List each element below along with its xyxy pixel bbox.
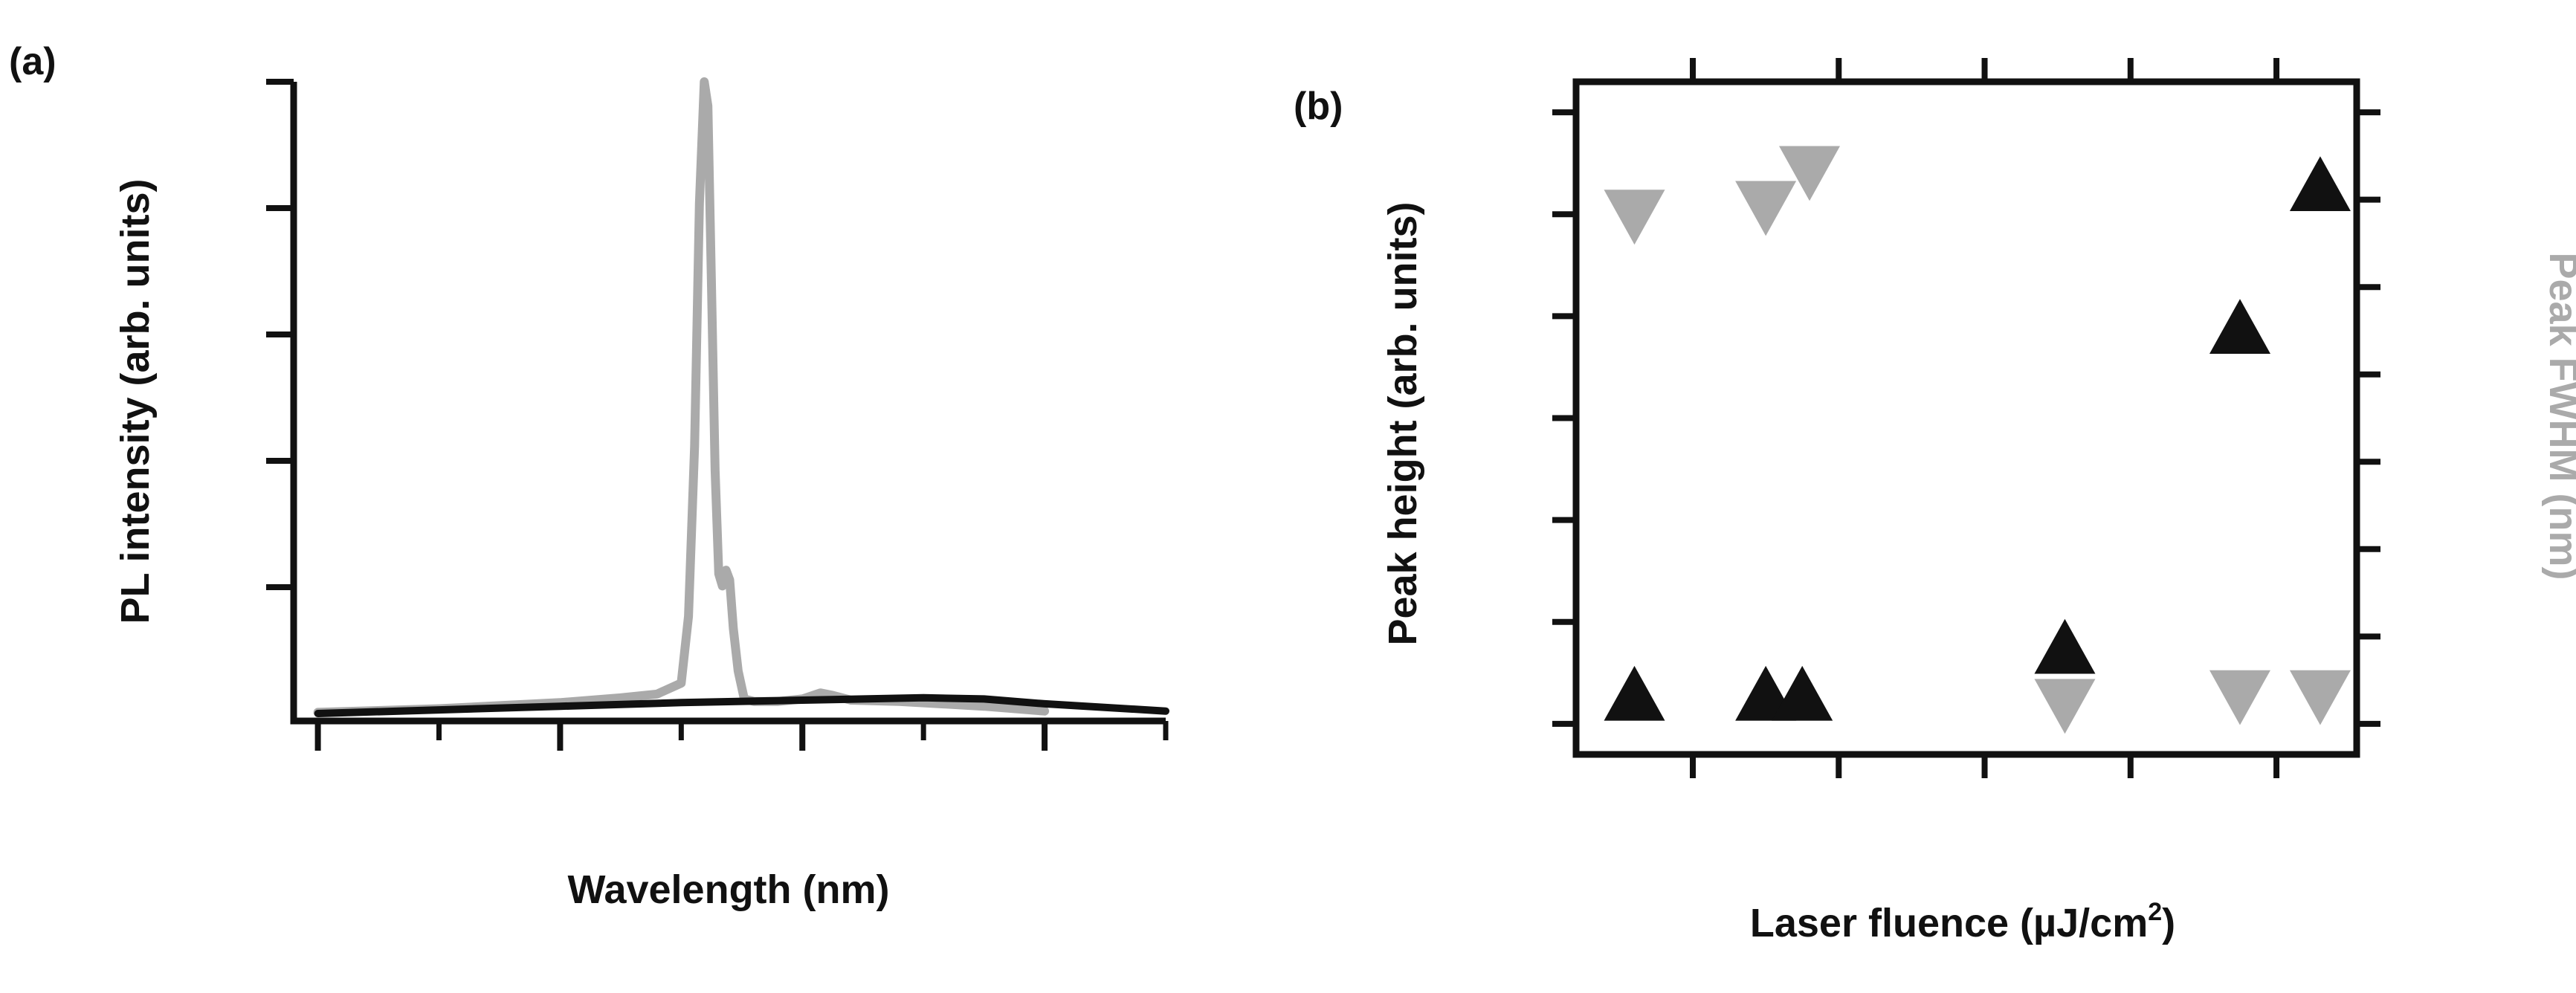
peak-height-marker-2 bbox=[1772, 665, 1833, 721]
panel-a: (a) Wavelength (nm) PL intensity (arb. u… bbox=[9, 40, 1169, 912]
panel-a-x-axis-title: Wavelength (nm) bbox=[567, 867, 889, 912]
peak-fwhm-marker-2 bbox=[1779, 146, 1841, 201]
panel-a-x-ticks bbox=[314, 721, 1169, 751]
panel-a-series-line-1 bbox=[314, 693, 1169, 717]
panel-a-y-ticks bbox=[266, 79, 294, 590]
panel-a-y-axis-title: PL intensity (arb. units) bbox=[113, 178, 158, 624]
panel-b-markers bbox=[1604, 146, 2351, 734]
panel-b-ticks bbox=[1552, 58, 2380, 778]
peak-fwhm-marker-4 bbox=[2209, 670, 2270, 725]
peak-fwhm-marker-3 bbox=[2034, 679, 2096, 734]
panel-a-series bbox=[313, 77, 1169, 717]
panel-b-label: (b) bbox=[1294, 85, 1343, 128]
peak-fwhm-marker-1 bbox=[1735, 181, 1797, 236]
panel-a-axis-frame bbox=[290, 82, 1166, 725]
panel-a-label: (a) bbox=[9, 40, 57, 83]
peak-fwhm-marker-0 bbox=[1604, 190, 1665, 245]
panel-b-x-axis-title-main: Laser fluence (µJ/cm bbox=[1750, 901, 2148, 945]
panel-b-plot-frame bbox=[1572, 78, 2360, 758]
peak-height-marker-5 bbox=[2289, 156, 2351, 212]
peak-height-marker-3 bbox=[2034, 618, 2096, 674]
panel-b-x-axis-title-superscript: 2 bbox=[2148, 898, 2162, 926]
panel-b-y-axis-title-right: Peak FWHM (nm) bbox=[2541, 252, 2576, 580]
panel-b-x-axis-title-close: ) bbox=[2162, 901, 2175, 945]
panel-b: (b) Laser fluence (µJ/cm2) Peak height (… bbox=[1294, 58, 2576, 945]
peak-height-marker-4 bbox=[2209, 299, 2270, 354]
panel-b-y-axis-title-left: Peak height (arb. units) bbox=[1381, 201, 1425, 645]
peak-fwhm-marker-5 bbox=[2289, 670, 2351, 725]
panel-b-x-axis-title: Laser fluence (µJ/cm2) bbox=[1750, 898, 2175, 945]
peak-height-marker-0 bbox=[1604, 665, 1665, 721]
panel-a-series-line-0 bbox=[313, 77, 1050, 717]
